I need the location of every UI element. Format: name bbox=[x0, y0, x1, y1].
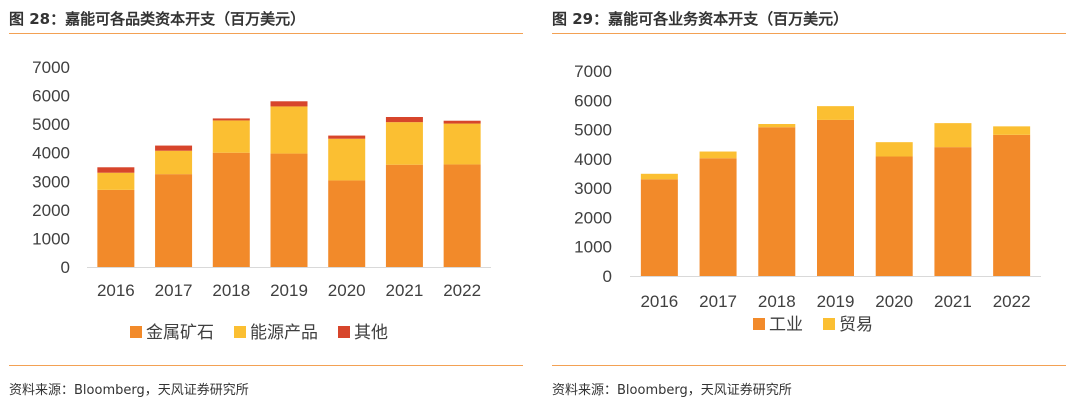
bar-segment bbox=[270, 106, 308, 154]
y-tick-label: 7000 bbox=[574, 62, 612, 81]
legend-label: 工业 bbox=[769, 315, 803, 335]
bar-segment bbox=[699, 151, 737, 159]
x-tick-label: 2016 bbox=[97, 281, 135, 300]
y-tick-label: 6000 bbox=[32, 87, 70, 106]
bar-segment bbox=[385, 122, 423, 165]
bar-segment bbox=[97, 172, 135, 190]
chart-title: 图 29：嘉能可各业务资本开支（百万美元） bbox=[552, 10, 849, 28]
y-tick-label: 1000 bbox=[32, 229, 70, 248]
bar-segment bbox=[640, 179, 678, 276]
y-tick-label: 0 bbox=[61, 258, 70, 277]
bar-segment bbox=[97, 189, 135, 267]
legend-swatch bbox=[823, 318, 835, 330]
bar-segment bbox=[993, 134, 1031, 276]
bar-segment bbox=[270, 153, 308, 267]
bar-segment bbox=[875, 156, 913, 276]
bar-segment bbox=[443, 120, 481, 124]
y-tick-label: 5000 bbox=[574, 121, 612, 140]
bar-segment bbox=[155, 174, 193, 267]
y-tick-label: 7000 bbox=[32, 58, 70, 77]
chart-panel-left: 图 28：嘉能可各品类资本开支（百万美元） 0 1000 2000 3000 4000 5… bbox=[9, 0, 523, 404]
legend-swatch bbox=[234, 326, 246, 338]
y-tick-label: 1000 bbox=[574, 238, 612, 257]
legend-swatch bbox=[338, 326, 350, 338]
bar-segment bbox=[875, 142, 913, 157]
bar-segment bbox=[817, 119, 854, 277]
x-tick-label: 2018 bbox=[758, 292, 796, 311]
legend-swatch bbox=[753, 318, 765, 330]
x-tick-label: 2020 bbox=[328, 281, 366, 300]
legend-swatch bbox=[130, 326, 142, 338]
x-tick-label: 2019 bbox=[270, 281, 308, 300]
bar-segment bbox=[97, 167, 135, 173]
footer-divider bbox=[552, 365, 1066, 366]
bar-segment bbox=[328, 180, 366, 267]
y-tick-label: 0 bbox=[603, 267, 612, 286]
source-note: 资料来源：Bloomberg，天风证券研究所 bbox=[552, 383, 792, 398]
bar-segment bbox=[212, 152, 250, 267]
bar-segment bbox=[443, 164, 481, 267]
x-tick-label: 2021 bbox=[386, 281, 424, 300]
bar-segment bbox=[993, 126, 1031, 135]
footer-divider bbox=[9, 365, 523, 366]
stacked-bar-chart-left: 0 1000 2000 3000 4000 5000 6000 7000 2016 2017 201… bbox=[32, 58, 491, 343]
bar-segment bbox=[270, 101, 308, 107]
bar-segment bbox=[385, 117, 423, 123]
y-tick-label: 5000 bbox=[32, 115, 70, 134]
bar-segment bbox=[385, 164, 423, 267]
y-tick-label: 3000 bbox=[574, 179, 612, 198]
bar-segment bbox=[934, 123, 972, 148]
legend-label: 其他 bbox=[354, 323, 388, 343]
bar-segment bbox=[328, 138, 366, 181]
bar-segment bbox=[758, 124, 796, 128]
x-tick-label: 2022 bbox=[443, 281, 481, 300]
chart-title: 图 28：嘉能可各品类资本开支（百万美元） bbox=[9, 10, 306, 28]
title-divider bbox=[552, 33, 1066, 34]
bar-segment bbox=[443, 123, 481, 165]
x-tick-label: 2022 bbox=[993, 292, 1031, 311]
title-divider bbox=[9, 33, 523, 34]
bar-segment bbox=[155, 145, 193, 151]
x-tick-label: 2019 bbox=[817, 292, 855, 311]
bar-segment bbox=[699, 158, 737, 276]
legend-label: 金属矿石 bbox=[146, 323, 214, 343]
bar-segment bbox=[758, 127, 796, 276]
x-tick-label: 2016 bbox=[640, 292, 678, 311]
y-tick-label: 2000 bbox=[574, 208, 612, 227]
bar-segment bbox=[817, 106, 854, 120]
y-tick-label: 3000 bbox=[32, 172, 70, 191]
bar-segment bbox=[640, 173, 678, 180]
bar-segment bbox=[328, 135, 366, 139]
y-tick-label: 4000 bbox=[574, 150, 612, 169]
stacked-bar-chart-right: 0 1000 2000 3000 4000 5000 6000 7000 2016 2017 201… bbox=[574, 62, 1041, 335]
bar-segment bbox=[212, 118, 250, 121]
bar-segment bbox=[155, 150, 193, 175]
x-tick-label: 2020 bbox=[875, 292, 913, 311]
x-tick-label: 2018 bbox=[212, 281, 250, 300]
x-tick-label: 2017 bbox=[155, 281, 193, 300]
legend-label: 能源产品 bbox=[250, 323, 318, 343]
x-tick-label: 2021 bbox=[934, 292, 972, 311]
chart-panel-right: 图 29：嘉能可各业务资本开支（百万美元） 0 1000 2000 3000 4000 5… bbox=[552, 0, 1066, 404]
y-tick-label: 2000 bbox=[32, 201, 70, 220]
bar-segment bbox=[212, 120, 250, 153]
legend-label: 贸易 bbox=[839, 315, 873, 335]
bar-segment bbox=[934, 147, 972, 276]
y-tick-label: 6000 bbox=[574, 91, 612, 110]
x-tick-label: 2017 bbox=[699, 292, 737, 311]
y-tick-label: 4000 bbox=[32, 144, 70, 163]
source-note: 资料来源：Bloomberg，天风证券研究所 bbox=[9, 383, 249, 398]
